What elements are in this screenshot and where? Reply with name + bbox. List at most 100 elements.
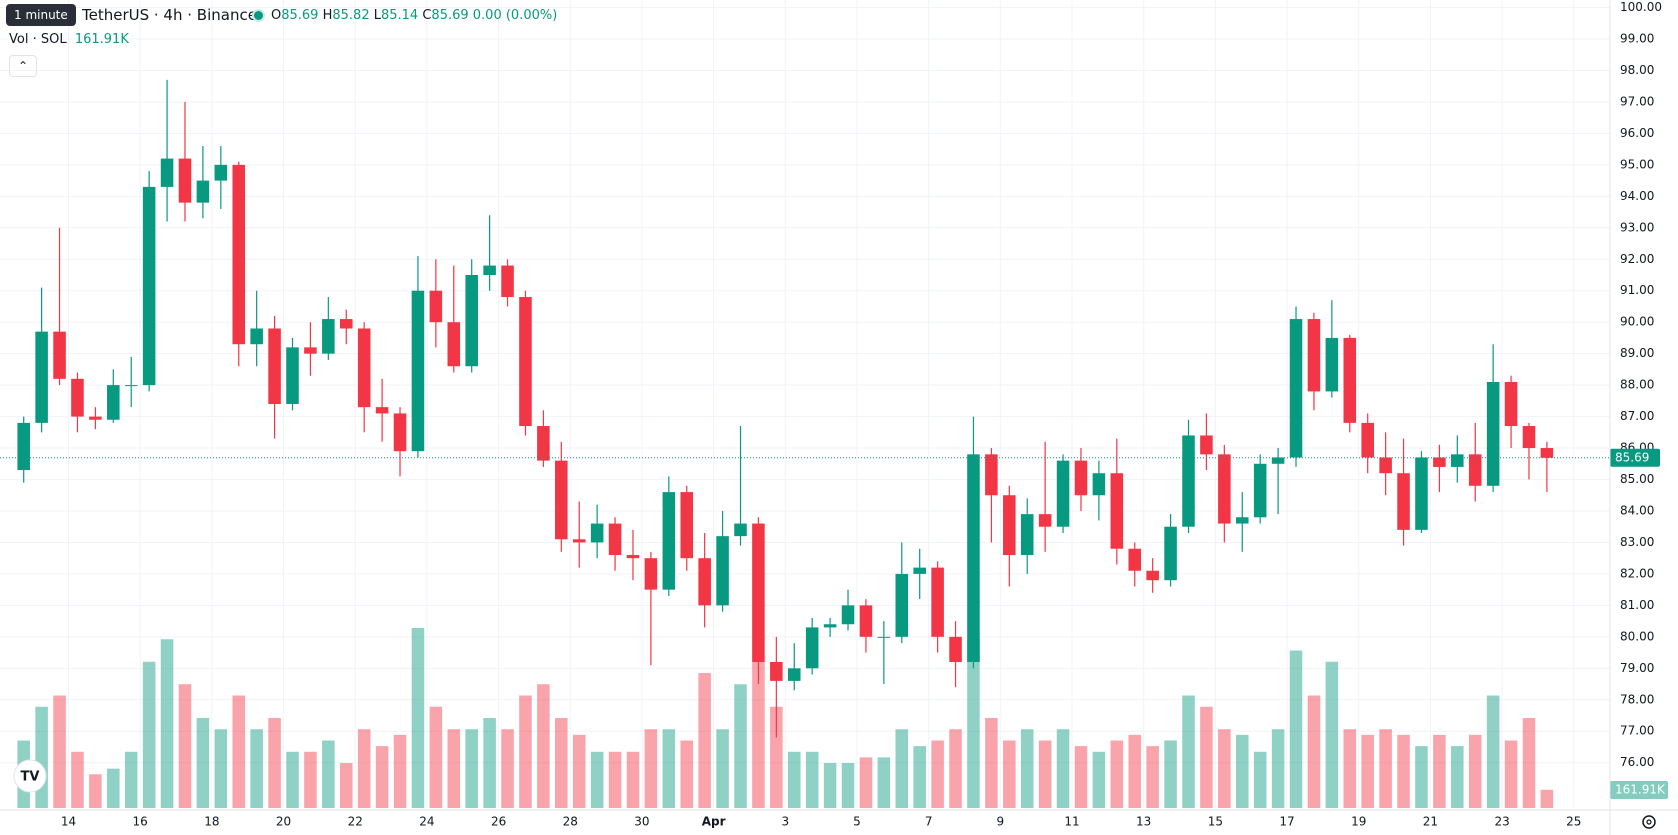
- volume-bar: [1468, 734, 1482, 808]
- candle-body: [53, 331, 66, 379]
- volume-bar: [752, 661, 765, 808]
- volume-bar: [662, 729, 676, 808]
- volume-bar: [985, 718, 998, 808]
- volume-bar: [1379, 729, 1392, 808]
- volume-bar: [734, 684, 747, 808]
- y-tick-label: 88.00: [1620, 378, 1654, 392]
- volume-bar: [877, 757, 891, 808]
- volume-bar: [286, 751, 299, 808]
- volume-bar: [1200, 706, 1213, 808]
- candle-body: [1146, 570, 1159, 581]
- candle-body: [107, 385, 120, 420]
- x-tick-label: 26: [491, 815, 506, 829]
- candle-body: [214, 164, 228, 181]
- volume-bar: [142, 661, 156, 808]
- candle-body: [1235, 517, 1249, 524]
- candle-body: [985, 454, 998, 496]
- candle-body: [1397, 473, 1410, 530]
- collapse-button[interactable]: ⌃: [9, 55, 37, 77]
- settings-button[interactable]: [1642, 815, 1656, 829]
- candle-body: [662, 492, 676, 590]
- candle-body: [286, 347, 299, 404]
- candle-body: [447, 322, 461, 367]
- candle-body: [555, 460, 568, 540]
- candle-body: [1020, 514, 1034, 556]
- y-tick-label: 95.00: [1620, 157, 1654, 171]
- volume-bar: [1092, 751, 1106, 808]
- volume-bar: [1522, 718, 1536, 808]
- volume-bar: [465, 729, 478, 808]
- volume-bar: [1397, 734, 1410, 808]
- x-tick-label: 7: [925, 815, 933, 829]
- candle-body: [1307, 319, 1321, 392]
- volume-bar: [268, 718, 281, 808]
- candle-body: [304, 347, 317, 354]
- x-tick-label: 9: [997, 815, 1005, 829]
- candle-body: [787, 668, 801, 681]
- y-tick-label: 82.00: [1620, 566, 1654, 580]
- volume-bar: [214, 729, 228, 808]
- svg-text:TV: TV: [21, 770, 40, 785]
- volume-bar: [770, 706, 783, 808]
- tooltip: 1 minute: [6, 4, 76, 26]
- candle-body: [1092, 473, 1106, 496]
- open-value: 85.69: [281, 8, 319, 23]
- volume-bar: [35, 706, 48, 808]
- candle-body: [590, 523, 604, 543]
- candle-body: [393, 413, 407, 452]
- candle-body: [572, 539, 586, 543]
- candle-body: [859, 605, 873, 637]
- volume-legend: Vol · SOL 161.91K: [9, 32, 129, 47]
- y-tick-label: 78.00: [1620, 692, 1654, 706]
- candle-body: [877, 636, 891, 638]
- candle-body: [17, 422, 30, 471]
- x-tick-label: 11: [1064, 815, 1079, 829]
- volume-bar: [1433, 734, 1446, 808]
- volume-bar: [1325, 661, 1339, 808]
- volume-bar: [608, 751, 622, 808]
- candle-body: [716, 536, 729, 606]
- candle-body: [1271, 457, 1285, 464]
- volume-bar: [357, 729, 371, 808]
- candle-body: [124, 385, 138, 387]
- close-value: 85.69: [431, 8, 469, 23]
- x-tick-label: 14: [61, 815, 76, 829]
- last-price-label: 85.69: [1615, 450, 1649, 464]
- candle-body: [1182, 435, 1195, 527]
- y-tick-label: 80.00: [1620, 629, 1654, 643]
- volume-bar: [1343, 729, 1357, 808]
- x-tick-label: 22: [348, 815, 363, 829]
- volume-bar: [519, 695, 532, 808]
- y-tick-label: 98.00: [1620, 63, 1654, 77]
- volume-bar: [1003, 740, 1016, 808]
- x-tick-label: 19: [1351, 815, 1366, 829]
- x-tick-label: 25: [1566, 815, 1581, 829]
- volume-bar: [1074, 746, 1088, 808]
- volume-bar: [1146, 746, 1159, 808]
- candle-body: [1522, 426, 1536, 449]
- volume-bar: [1540, 789, 1554, 808]
- grid: [0, 0, 1610, 808]
- candle-body: [752, 523, 765, 663]
- y-tick-label: 99.00: [1620, 32, 1654, 46]
- candle-body: [429, 290, 443, 323]
- last-price-tag: [1610, 448, 1660, 467]
- candle-body: [1325, 337, 1339, 392]
- candle-body: [1056, 460, 1070, 527]
- volume-bar: [1164, 740, 1177, 808]
- high-value: 85.82: [332, 8, 370, 23]
- volume-bar: [590, 751, 604, 808]
- volume-bar: [339, 763, 353, 808]
- volume-bar: [716, 729, 729, 808]
- y-tick-label: 85.00: [1620, 472, 1654, 486]
- candle-body: [160, 158, 174, 187]
- volume-bar: [805, 751, 819, 808]
- volume-bar: [1415, 746, 1428, 808]
- candle-body: [1468, 454, 1482, 486]
- volume-bar: [1271, 729, 1285, 808]
- volume-bar: [429, 706, 443, 808]
- candle-body: [895, 573, 909, 637]
- x-tick-label: 24: [419, 815, 434, 829]
